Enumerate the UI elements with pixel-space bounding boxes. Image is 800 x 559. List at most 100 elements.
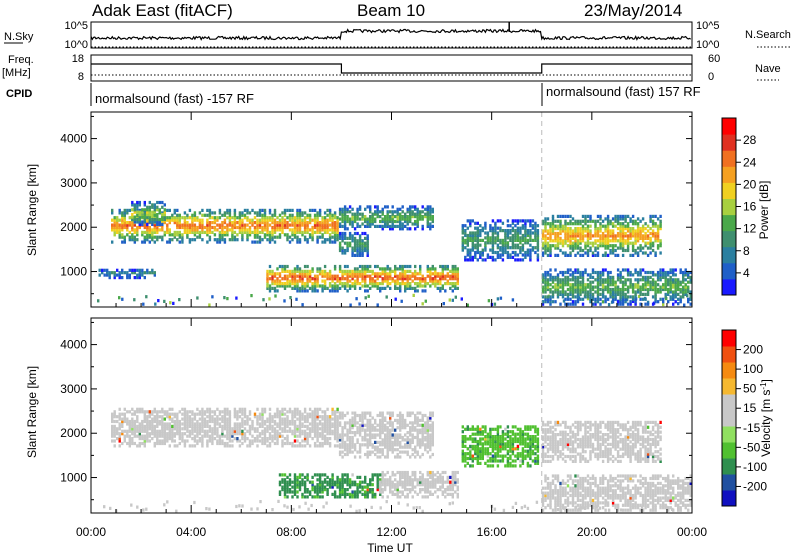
velocity-echoes	[103, 318, 692, 513]
echo-cell	[594, 278, 596, 281]
echo-cell	[379, 225, 381, 228]
echo-cell	[597, 227, 599, 230]
echo-cell	[234, 437, 236, 440]
echo-cell	[552, 290, 554, 293]
echo-cell	[612, 222, 614, 225]
echo-cell	[439, 287, 441, 290]
echo-cell	[279, 280, 281, 283]
echo-cell	[474, 244, 476, 247]
echo-cell	[216, 427, 218, 430]
echo-cell	[341, 426, 343, 429]
echo-cell	[286, 410, 288, 413]
echo-cell	[649, 237, 651, 240]
echo-cell	[384, 416, 386, 419]
echo-cell	[482, 239, 484, 242]
echo-cell	[549, 273, 551, 276]
echo-cell	[301, 211, 303, 214]
echo-cell	[104, 269, 106, 272]
echo-cell	[584, 251, 586, 254]
echo-cell	[306, 270, 308, 273]
echo-cell	[614, 215, 616, 218]
echo-cell	[206, 209, 208, 212]
echo-cell	[256, 408, 258, 411]
echo-cell	[216, 238, 218, 241]
echo-cell	[472, 231, 474, 234]
echo-cell	[301, 473, 303, 476]
echo-cell	[419, 455, 421, 458]
echo-cell	[449, 282, 451, 285]
echo-cell	[574, 268, 576, 271]
echo-cell	[469, 231, 471, 234]
echo-cell	[569, 278, 571, 281]
echo-cell	[344, 453, 346, 456]
echo-cell	[494, 303, 496, 306]
echo-cell	[199, 410, 201, 413]
echo-cell	[419, 424, 421, 427]
echo-cell	[331, 214, 333, 217]
echo-cell	[136, 214, 138, 217]
echo-cell	[309, 490, 311, 493]
echo-cell	[499, 227, 501, 230]
echo-cell	[634, 283, 636, 286]
echo-cell	[412, 205, 414, 208]
echo-cell	[662, 268, 664, 271]
echo-cell	[422, 210, 424, 213]
echo-cell	[286, 275, 288, 278]
echo-cell	[359, 287, 361, 290]
echo-cell	[214, 410, 216, 413]
echo-cell	[241, 418, 243, 421]
echo-cell	[599, 222, 601, 225]
echo-cell	[394, 215, 396, 218]
echo-cell	[134, 216, 136, 219]
echo-cell	[174, 413, 176, 416]
echo-cell	[276, 422, 278, 425]
echo-cell	[341, 208, 343, 211]
echo-cell	[299, 238, 301, 241]
echo-cell	[557, 232, 559, 235]
echo-cell	[171, 214, 173, 217]
echo-cell	[181, 224, 183, 227]
echo-cell	[617, 232, 619, 235]
echo-cell	[354, 431, 356, 434]
echo-cell	[622, 276, 624, 279]
echo-cell	[499, 219, 501, 222]
echo-cell	[514, 224, 516, 227]
echo-cell	[114, 216, 116, 219]
echo-cell	[417, 429, 419, 432]
echo-cell	[392, 441, 394, 444]
echo-cell	[657, 288, 659, 291]
echo-cell	[584, 283, 586, 286]
echo-cell	[214, 238, 216, 241]
echo-cell	[374, 446, 376, 449]
echo-cell	[111, 271, 113, 274]
echo-cell	[136, 269, 138, 272]
echo-cell	[464, 246, 466, 249]
echo-cell	[392, 421, 394, 424]
echo-cell	[597, 239, 599, 242]
echo-cell	[309, 427, 311, 430]
echo-cell	[329, 415, 331, 418]
echo-cell	[239, 444, 241, 447]
echo-cell	[549, 268, 551, 271]
echo-cell	[517, 219, 519, 222]
echo-cell	[572, 222, 574, 225]
echo-cell	[409, 412, 411, 415]
echo-cell	[279, 265, 281, 268]
echo-cell	[409, 205, 411, 208]
echo-cell	[246, 444, 248, 447]
echo-cell	[512, 227, 514, 230]
echo-cell	[379, 210, 381, 213]
echo-cell	[379, 455, 381, 458]
echo-cell	[364, 215, 366, 218]
echo-cell	[634, 290, 636, 293]
echo-cell	[659, 251, 661, 254]
echo-cell	[394, 225, 396, 228]
echo-cell	[387, 205, 389, 208]
echo-cell	[647, 254, 649, 257]
echo-cell	[231, 439, 233, 442]
echo-cell	[249, 418, 251, 421]
echo-cell	[382, 448, 384, 451]
echo-cell	[256, 444, 258, 447]
echo-cell	[349, 436, 351, 439]
echo-cell	[291, 410, 293, 413]
